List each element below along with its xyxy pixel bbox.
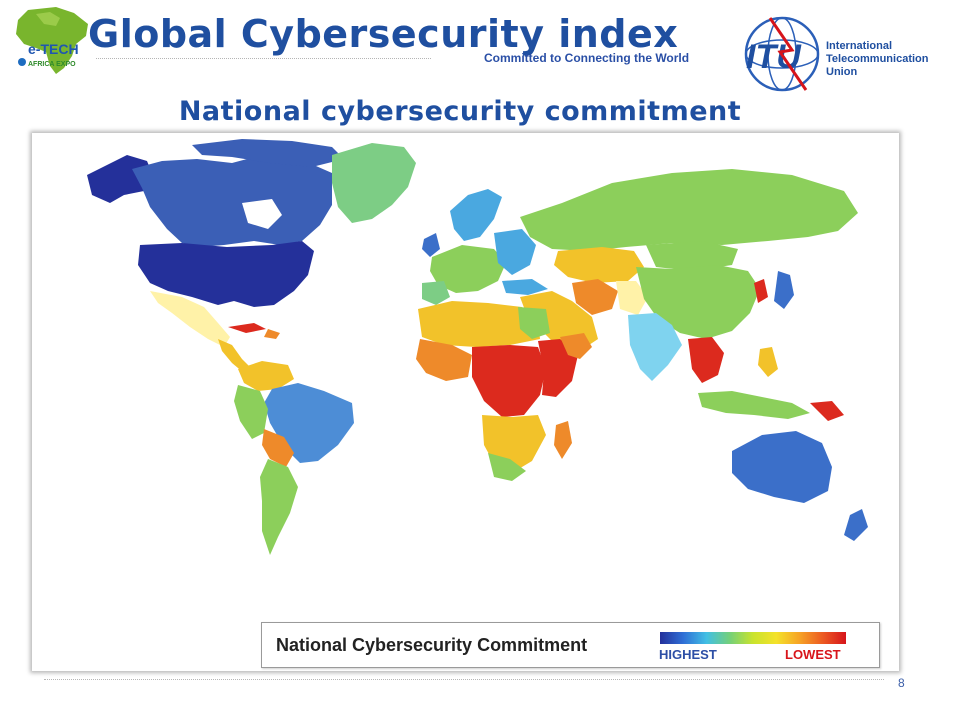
- map-legend-box: National Cybersecurity Commitment HIGHES…: [261, 622, 880, 668]
- horn-of-africa-region: [560, 333, 592, 359]
- pakistan-afghanistan-region: [616, 281, 648, 315]
- india-region: [628, 313, 682, 381]
- itu-name: International Telecommunication Union: [826, 40, 928, 79]
- japan-region: [774, 271, 794, 309]
- itu-name-line-1: International: [826, 40, 893, 52]
- new-zealand-region: [844, 509, 868, 541]
- page-title: Global Cybersecurity index: [88, 12, 679, 56]
- itu-logo: ITU: [744, 16, 820, 92]
- page-number: 8: [898, 676, 905, 690]
- korea-region: [754, 279, 768, 303]
- central-africa-region: [472, 345, 546, 417]
- alaska-region: [87, 155, 152, 203]
- eastern-europe-region: [494, 229, 536, 275]
- world-map-panel: National Cybersecurity Commitment HIGHES…: [32, 133, 899, 671]
- etech-africa-logo: e-TECH AFRICA EXPO: [6, 4, 94, 78]
- china-region: [636, 265, 760, 339]
- caribbean-region: [264, 329, 280, 339]
- hudson-bay: [242, 199, 282, 229]
- west-africa-region: [416, 339, 472, 381]
- section-subtitle: National cybersecurity commitment: [178, 96, 742, 127]
- south-africa-region: [488, 453, 526, 481]
- logo-text-top: e-TECH: [28, 41, 79, 57]
- iran-region: [572, 279, 618, 315]
- itu-name-line-2: Telecommunication: [826, 53, 929, 65]
- legend-high-label: HIGHEST: [659, 647, 717, 662]
- russia-region: [520, 169, 858, 251]
- mongolia-region: [646, 241, 738, 271]
- title-divider: [96, 58, 431, 59]
- scandinavia-region: [450, 189, 502, 241]
- peru-region: [234, 385, 268, 439]
- uk-region: [422, 233, 440, 257]
- legend-low-label: LOWEST: [785, 647, 841, 662]
- argentina-chile-region: [260, 459, 298, 555]
- southeast-asia-region: [688, 337, 724, 383]
- madagascar-region: [554, 421, 572, 459]
- footer-divider: [44, 679, 884, 680]
- australia-region: [732, 431, 832, 503]
- itu-tagline: Committed to Connecting the World: [484, 51, 690, 65]
- itu-name-line-3: Union: [826, 66, 858, 78]
- bolivia-paraguay-region: [262, 429, 294, 467]
- western-europe-region: [430, 245, 506, 293]
- kazakhstan-region: [554, 247, 644, 283]
- legend-title: National Cybersecurity Commitment: [276, 635, 588, 655]
- png-region: [810, 401, 844, 421]
- central-america-region: [218, 339, 252, 373]
- philippines-region: [758, 347, 778, 377]
- greenland-region: [332, 143, 416, 223]
- mexico-region: [150, 291, 230, 347]
- usa-region: [138, 241, 314, 307]
- cuba-region: [228, 323, 266, 333]
- colombia-venezuela-region: [238, 361, 294, 391]
- world-choropleth-map: [87, 139, 868, 555]
- turkey-region: [502, 279, 548, 295]
- arctic-islands-region: [192, 139, 344, 167]
- legend-color-scale: [660, 632, 846, 644]
- iberia-region: [422, 281, 450, 305]
- north-africa-region: [418, 301, 540, 347]
- egypt-region: [518, 307, 550, 339]
- logo-text-bottom: AFRICA EXPO: [28, 61, 76, 68]
- indonesia-region: [698, 391, 810, 419]
- canada-region: [132, 155, 332, 247]
